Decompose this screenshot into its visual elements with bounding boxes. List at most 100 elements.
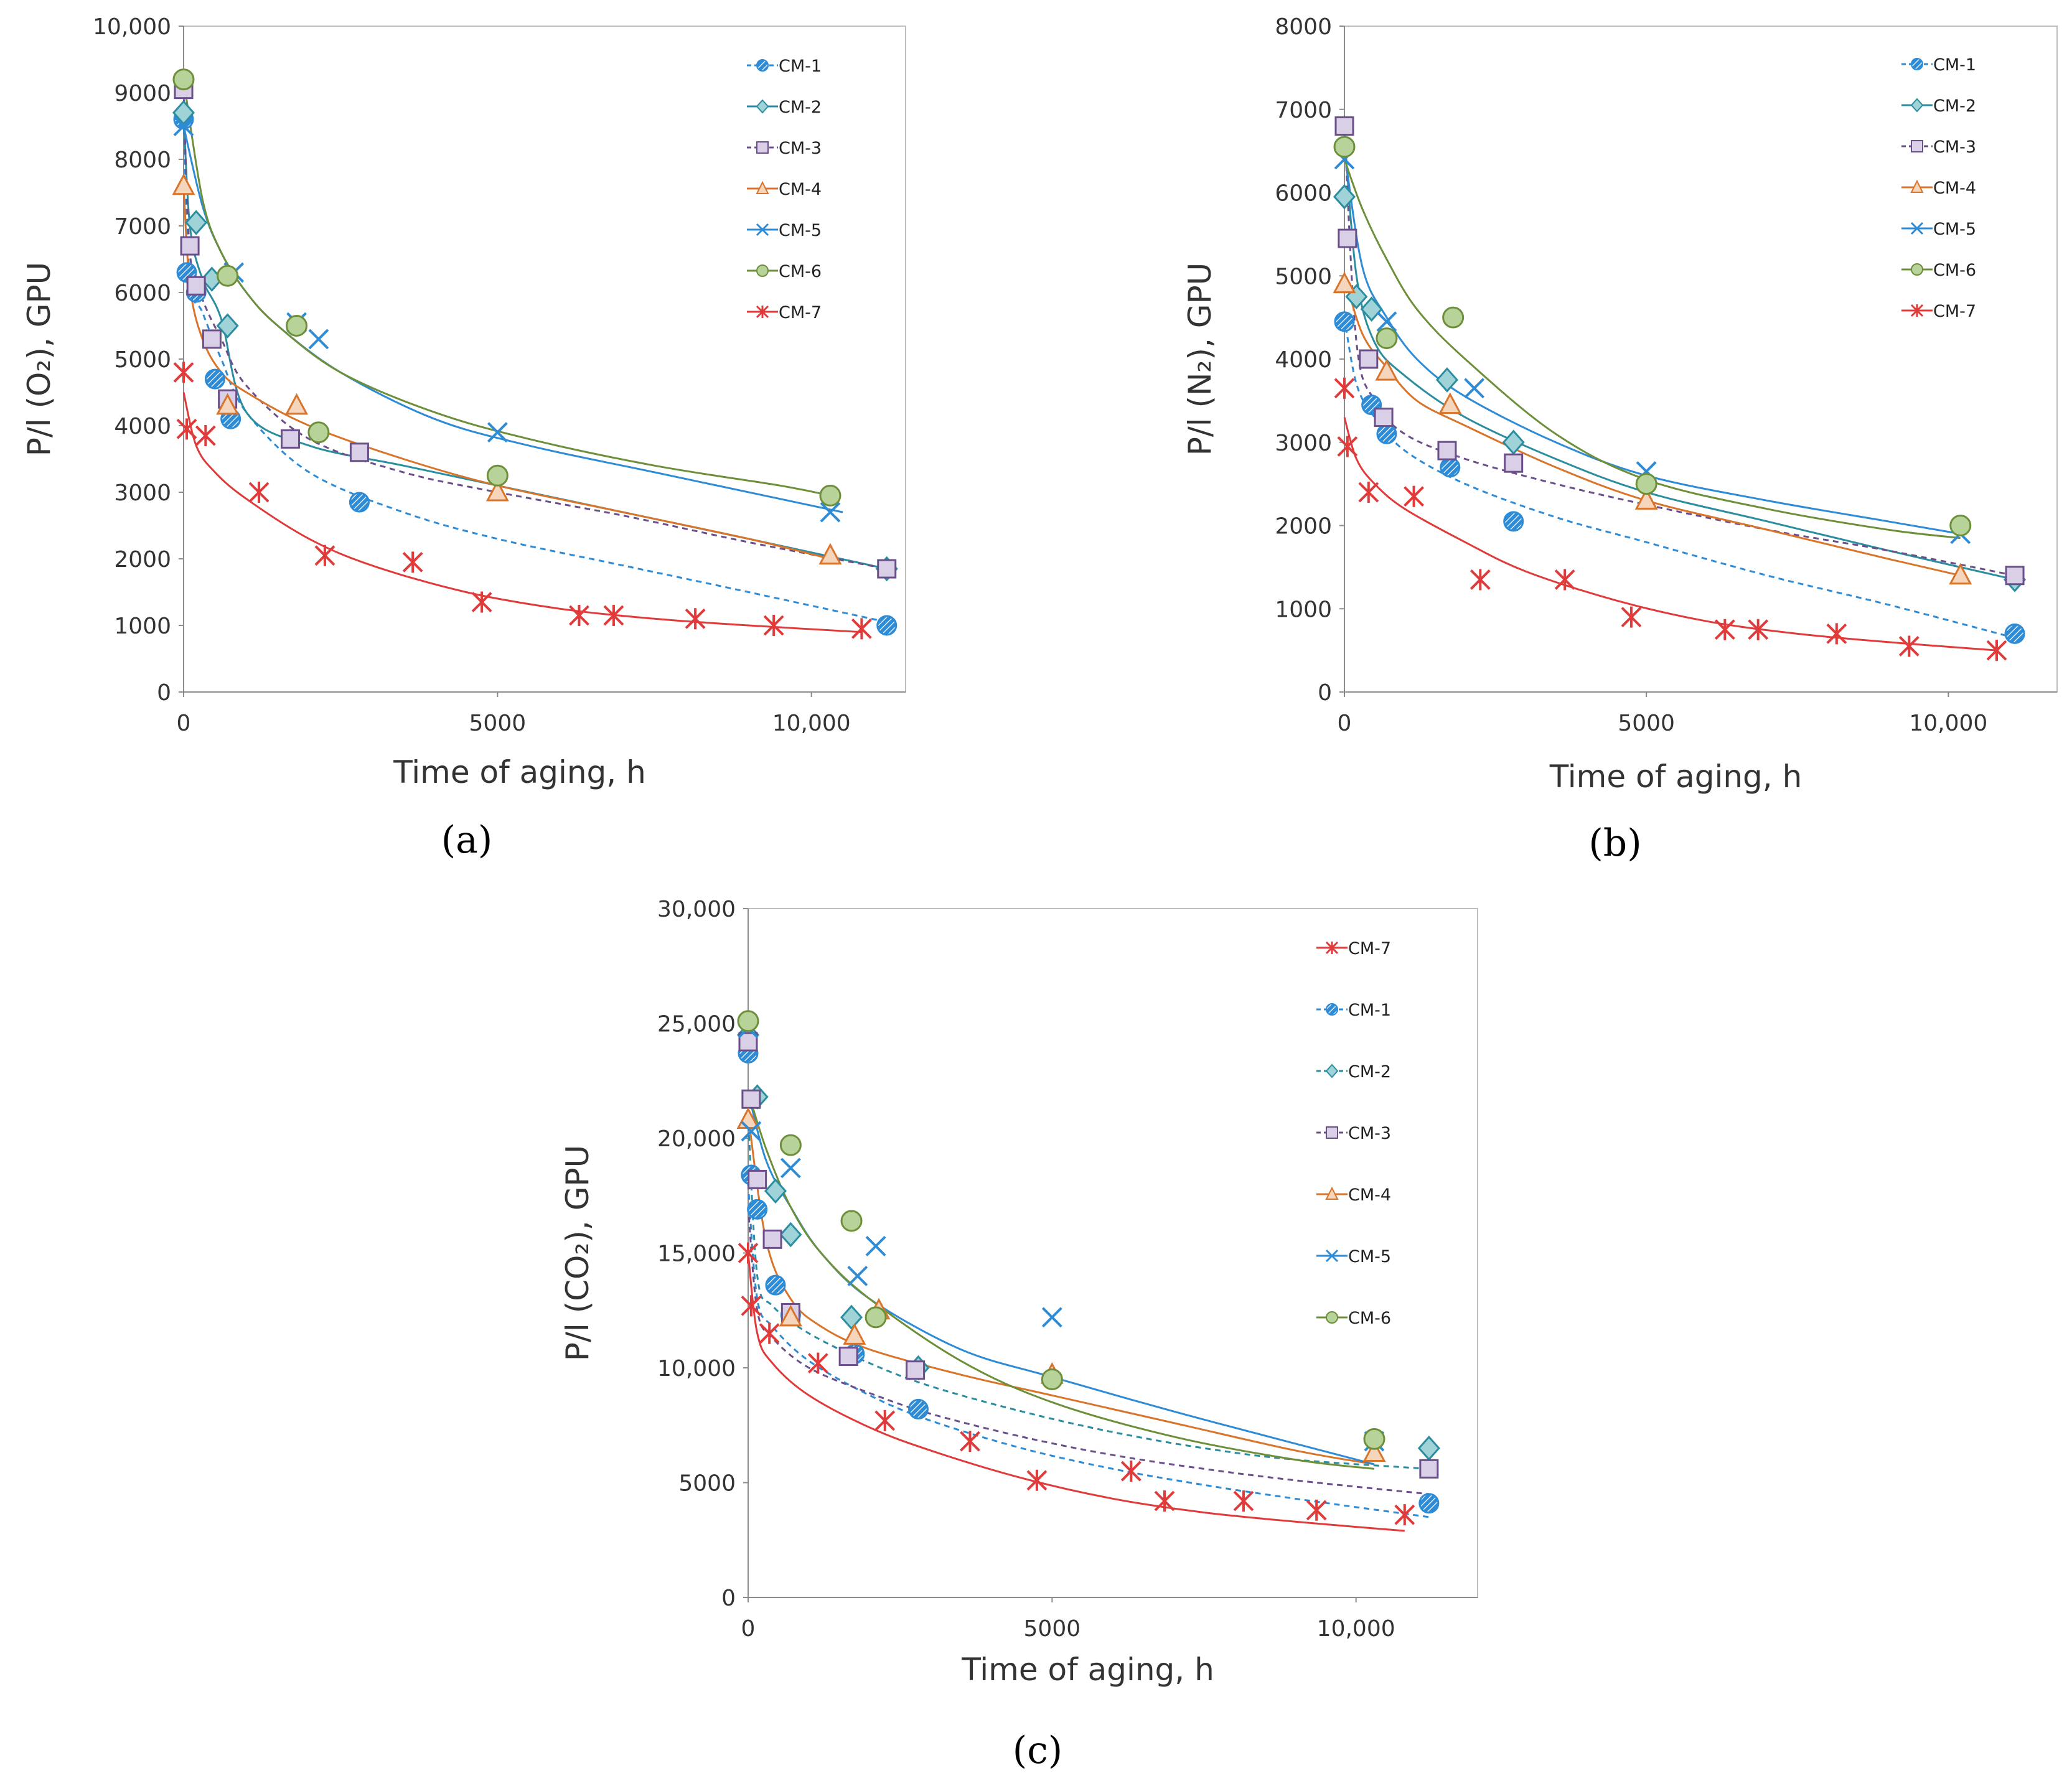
x-tick-label: 5000 [1618, 711, 1675, 736]
y-tick-label: 1000 [114, 614, 171, 639]
legend-label-cm-2: CM-2 [1348, 1062, 1391, 1082]
data-point-cm-7 [1334, 377, 1355, 399]
fit-curve-cm-3 [1343, 126, 2015, 577]
data-point-cm-4 [1634, 488, 1658, 510]
fit-curve-cm-7 [182, 392, 862, 634]
data-point-cm-5 [820, 502, 841, 523]
fit-curve-cm-4 [1343, 275, 1961, 577]
legend-label-cm-2: CM-2 [1933, 96, 1976, 116]
data-point-cm-2 [764, 1178, 787, 1204]
data-point-cm-7 [471, 591, 492, 613]
plot-area-a [183, 26, 906, 693]
data-point-cm-6 [307, 421, 330, 444]
x-axis-title-a: Time of aging, h [393, 754, 646, 790]
fit-curve-cm-5 [1343, 151, 1961, 535]
data-point-cm-5 [173, 116, 194, 136]
legend-label-cm-7: CM-7 [1933, 302, 1976, 321]
data-point-cm-3 [186, 276, 206, 296]
legend-label-cm-3: CM-3 [779, 139, 822, 158]
x-tick-label: 0 [1338, 711, 1352, 736]
data-point-cm-7 [1358, 482, 1379, 503]
legend-marker-cm-7 [1325, 941, 1339, 955]
data-point-cm-7 [603, 604, 624, 626]
y-tick-label: 5000 [114, 347, 171, 373]
data-point-cm-6 [1376, 327, 1398, 350]
data-point-cm-3 [2005, 566, 2025, 586]
y-tick-label: 10,000 [93, 14, 171, 40]
legend-label-cm-6: CM-6 [1933, 261, 1976, 280]
data-point-cm-3 [738, 1032, 758, 1052]
data-point-cm-6 [840, 1210, 863, 1232]
y-tick-label: 4000 [1275, 347, 1332, 373]
fit-curve-cm-6 [747, 1092, 1375, 1470]
data-point-cm-6 [286, 315, 308, 337]
data-point-cm-1 [1334, 311, 1355, 332]
series-cm-3 [1334, 116, 2025, 586]
y-tick-label: 9000 [114, 81, 171, 106]
legend-marker-cm-3 [1911, 140, 1923, 152]
data-point-cm-4 [1333, 271, 1356, 294]
legend-label-cm-4: CM-4 [1933, 179, 1976, 198]
data-point-cm-4 [216, 393, 240, 415]
legend-label-cm-5: CM-5 [779, 221, 822, 240]
data-point-cm-7 [1470, 569, 1491, 591]
series-cm-7 [173, 362, 872, 640]
data-point-cm-3 [1419, 1459, 1439, 1479]
data-point-cm-7 [402, 551, 423, 573]
y-axis-title-c: P/l (CO₂), GPU [560, 1145, 596, 1361]
data-point-cm-4 [1362, 1440, 1386, 1462]
legend-marker-cm-2 [1910, 98, 1924, 113]
data-point-cm-7 [1394, 1504, 1415, 1526]
data-point-cm-1 [1376, 423, 1397, 444]
panel-a: 0 1000 2000 3000 4000 5000 6000 7000 8000 9000 10,… [21, 14, 906, 862]
data-point-cm-5 [1464, 378, 1485, 399]
y-tick-label: 0 [1318, 680, 1332, 706]
data-point-cm-5 [1041, 1307, 1062, 1328]
panel-label-b: (b) [1588, 821, 1641, 865]
y-tick-label: 7000 [114, 214, 171, 240]
y-tick-label: 2000 [114, 547, 171, 573]
legend-marker-cm-5 [756, 223, 769, 236]
data-point-cm-5 [487, 422, 508, 443]
legend-label-cm-6: CM-6 [779, 262, 822, 281]
y-tick-label: 0 [157, 680, 171, 706]
legend-label-cm-3: CM-3 [1348, 1124, 1391, 1143]
data-point-cm-2 [185, 210, 208, 235]
y-tick-label: 7000 [1275, 98, 1332, 123]
data-point-cm-7 [1026, 1469, 1048, 1491]
data-point-cm-7 [1898, 635, 1920, 657]
data-point-cm-7 [851, 618, 872, 640]
data-point-cm-4 [1949, 563, 1972, 585]
data-point-cm-7 [569, 604, 589, 626]
data-point-cm-5 [780, 1157, 801, 1179]
y-tick-label: 25,000 [657, 1012, 736, 1037]
data-point-cm-5 [865, 1236, 886, 1256]
legend-marker-cm-1 [1911, 58, 1923, 70]
legend-label-cm-4: CM-4 [779, 180, 822, 199]
data-point-cm-7 [960, 1431, 980, 1452]
legend-marker-cm-7 [756, 305, 769, 319]
data-point-cm-5 [741, 1121, 762, 1142]
y-tick-label: 0 [721, 1586, 736, 1611]
panel-label-c: (c) [1013, 1729, 1062, 1772]
data-point-cm-3 [906, 1360, 926, 1380]
panel-c: 0 5000 10,000 15,000 20,000 25,000 30,000 0 5000… [560, 897, 1478, 1772]
data-point-cm-7 [1306, 1499, 1327, 1521]
data-point-cm-7 [874, 1410, 896, 1431]
data-point-cm-7 [759, 1322, 780, 1344]
data-point-cm-6 [486, 464, 509, 487]
series-cm-6 [1333, 136, 1972, 536]
legend-label-cm-5: CM-5 [1348, 1247, 1391, 1266]
x-axis-title-b: Time of aging, h [1549, 759, 1802, 795]
data-point-cm-1 [876, 615, 898, 636]
y-axis-title-b: P/l (N₂), GPU [1182, 263, 1218, 456]
data-point-cm-2 [1360, 296, 1383, 322]
x-tick-label: 5000 [1024, 1616, 1081, 1642]
legend-marker-cm-3 [1326, 1126, 1338, 1139]
data-point-cm-7 [1986, 640, 2007, 662]
data-point-cm-1 [1418, 1493, 1440, 1514]
legend-marker-cm-4 [1910, 179, 1924, 193]
data-point-cm-7 [173, 362, 194, 383]
legend-label-cm-6: CM-6 [1348, 1309, 1391, 1328]
fit-curve-cm-1 [747, 1184, 1430, 1518]
